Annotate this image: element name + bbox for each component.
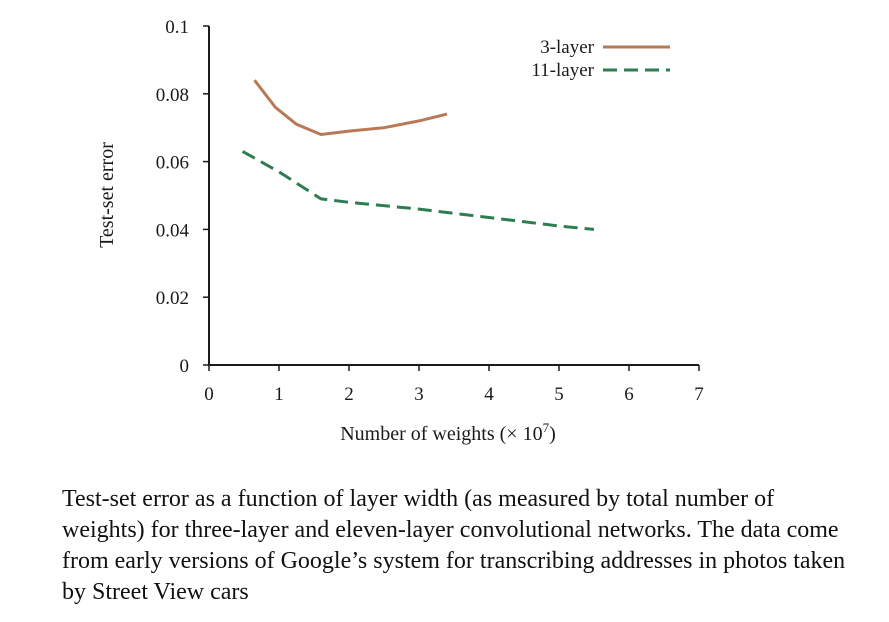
series-line-3-layer [253, 79, 448, 136]
figure-caption: Test-set error as a function of layer wi… [62, 486, 846, 605]
y-tick-label: 0.02 [156, 288, 189, 309]
y-tick-label: 0.08 [156, 85, 189, 106]
x-tick-label: 1 [274, 384, 284, 405]
x-tick-label: 6 [624, 384, 634, 405]
y-tick-label: 0 [180, 356, 190, 377]
y-tick-label: 0.1 [165, 17, 189, 38]
tick-marks [203, 25, 700, 371]
axes [208, 26, 699, 366]
series-line-11-layer [241, 150, 595, 231]
legend-label: 3-layer [540, 37, 594, 58]
x-tick-label: 4 [484, 384, 494, 405]
y-axis-label: Test-set error [96, 142, 118, 248]
axis-labels: Number of weights (× 107) Test-set error [96, 142, 556, 445]
x-tick-label: 7 [694, 384, 704, 405]
x-tick-label: 5 [554, 384, 564, 405]
series-lines [241, 79, 595, 231]
x-tick-label: 2 [344, 384, 354, 405]
legend-label: 11-layer [531, 60, 594, 81]
x-axis-label-close: ) [549, 423, 556, 445]
x-tick-label: 3 [414, 384, 424, 405]
y-tick-label: 0.06 [156, 153, 189, 174]
x-axis-label-exponent: 7 [543, 420, 550, 435]
tick-labels: 0 0.02 0.04 0.06 0.08 0.1 0 1 2 3 4 5 6 7 [156, 17, 704, 405]
line-chart: 0 0.02 0.04 0.06 0.08 0.1 0 1 2 3 4 5 6 7 3-layer11-l… [96, 17, 704, 445]
x-tick-label: 0 [204, 384, 214, 405]
x-axis-label-text: Number of weights (× 10 [340, 423, 542, 445]
y-tick-label: 0.04 [156, 220, 190, 241]
x-axis-label: Number of weights (× 107) [340, 420, 556, 445]
